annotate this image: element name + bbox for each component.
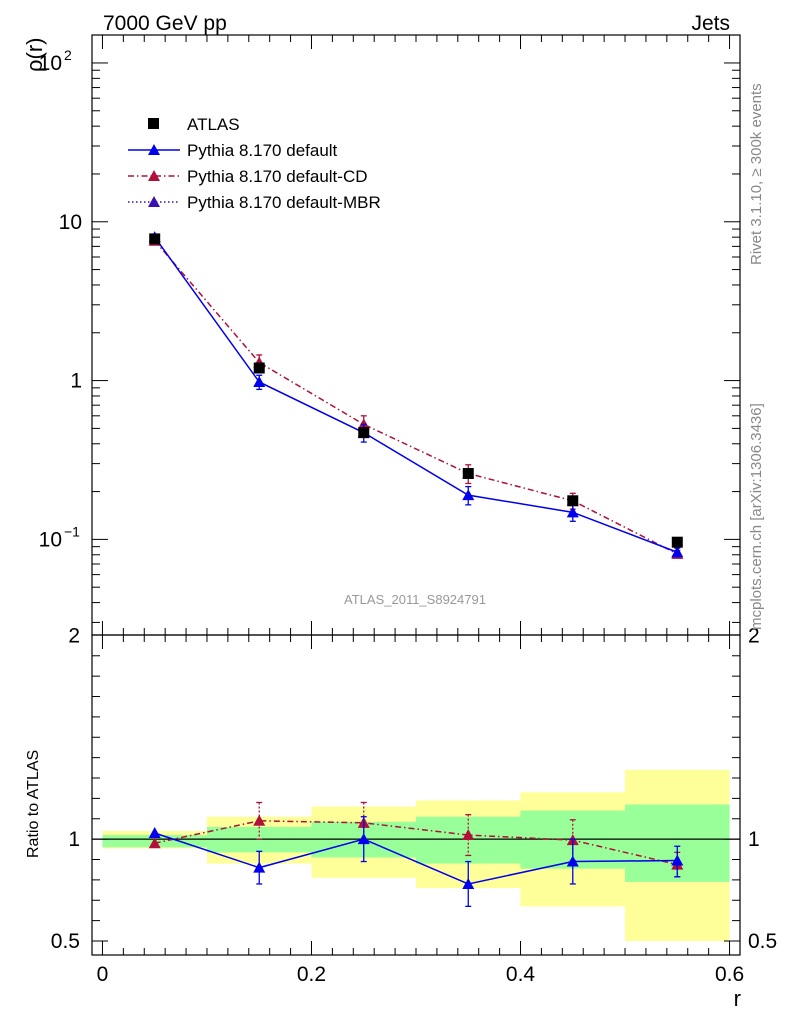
ratio-y-tick-label: 2: [68, 624, 80, 647]
y-tick-label-exponent: 2: [64, 47, 72, 63]
data-point-square: [462, 467, 474, 479]
x-tick-label: 0: [97, 963, 109, 986]
ratio-data-point: [148, 827, 161, 839]
x-tick-label: 0.4: [506, 963, 536, 986]
x-axis-label: r: [734, 986, 741, 1011]
legend-entry: Pythia 8.170 default-CD: [128, 167, 368, 186]
legend-label: Pythia 8.170 default-CD: [187, 167, 368, 186]
data-point-square: [671, 536, 683, 548]
legend-label: ATLAS: [187, 115, 240, 134]
ratio-data-point: [462, 829, 475, 841]
data-point-square: [358, 427, 370, 439]
legend: ATLAS Pythia 8.170 default Pythia 8.170 de…: [128, 115, 381, 212]
main-series-1: [148, 231, 684, 558]
x-tick-label: 0.6: [715, 963, 744, 986]
header-right-title: Jets: [691, 12, 730, 35]
data-series: [148, 231, 684, 908]
x-tick-label: 0.2: [297, 963, 326, 986]
ratio-data-point: [462, 877, 475, 889]
data-point-triangle: [566, 506, 579, 518]
data-point-triangle: [671, 546, 684, 558]
data-point-square: [149, 233, 161, 245]
main-series-0: [149, 233, 683, 548]
data-point-triangle: [253, 375, 266, 387]
ratio-data-point: [357, 833, 370, 845]
series-line: [154, 240, 678, 555]
y-tick-label: 1: [70, 370, 82, 393]
legend-entry: Pythia 8.170 default: [128, 141, 338, 160]
ratio-y-tick-label: 0.5: [51, 930, 80, 953]
ratio-data-point: [148, 837, 161, 849]
uncertainty-bands: [102, 769, 730, 941]
ratio-data-point: [671, 854, 684, 866]
ratio-y-tick-label-right: 2: [748, 624, 760, 647]
legend-marker-triangle: [148, 170, 160, 181]
ratio-data-point: [253, 861, 266, 873]
legend-entry: ATLAS: [148, 115, 240, 134]
y-tick-label-exponent: −1: [64, 523, 80, 539]
ratio-data-point: [253, 814, 266, 826]
main-series-2: [148, 234, 684, 559]
ratio-y-tick-label-right: 0.5: [748, 930, 777, 953]
ratio-data-point: [566, 855, 579, 867]
ratio-series-0: [148, 816, 684, 908]
ratio-series-line: [154, 832, 678, 885]
axis-ticks: [92, 35, 740, 955]
y-tick-label: 10: [39, 528, 62, 551]
legend-label: Pythia 8.170 default-MBR: [187, 193, 381, 212]
ratio-y-tick-label-right: 1: [748, 828, 760, 851]
main-y-axis-label: ρ(r): [22, 38, 47, 73]
legend-label: Pythia 8.170 default: [187, 141, 338, 160]
ratio-y-axis-label: Ratio to ATLAS: [25, 750, 42, 858]
header-left-title: 7000 GeV pp: [103, 12, 227, 35]
analysis-label: ATLAS_2011_S8924791: [344, 592, 486, 607]
legend-marker-triangle: [148, 144, 160, 155]
ratio-y-tick-label: 1: [68, 828, 80, 851]
legend-marker-square: [148, 118, 159, 129]
legend-entry: Pythia 8.170 default-MBR: [128, 193, 381, 212]
series-line: [154, 236, 678, 553]
data-point-triangle: [462, 489, 475, 501]
data-point-square: [567, 495, 579, 507]
legend-marker-triangle: [148, 196, 160, 207]
side-text-rivet: Rivet 3.1.10, ≥ 300k events: [748, 83, 765, 265]
y-tick-label: 10: [59, 211, 82, 234]
y-tick-label: 10: [39, 52, 62, 75]
side-text-mcplots: mcplots.cern.ch [arXiv:1306.3436]: [748, 403, 765, 630]
data-point-square: [253, 362, 265, 374]
